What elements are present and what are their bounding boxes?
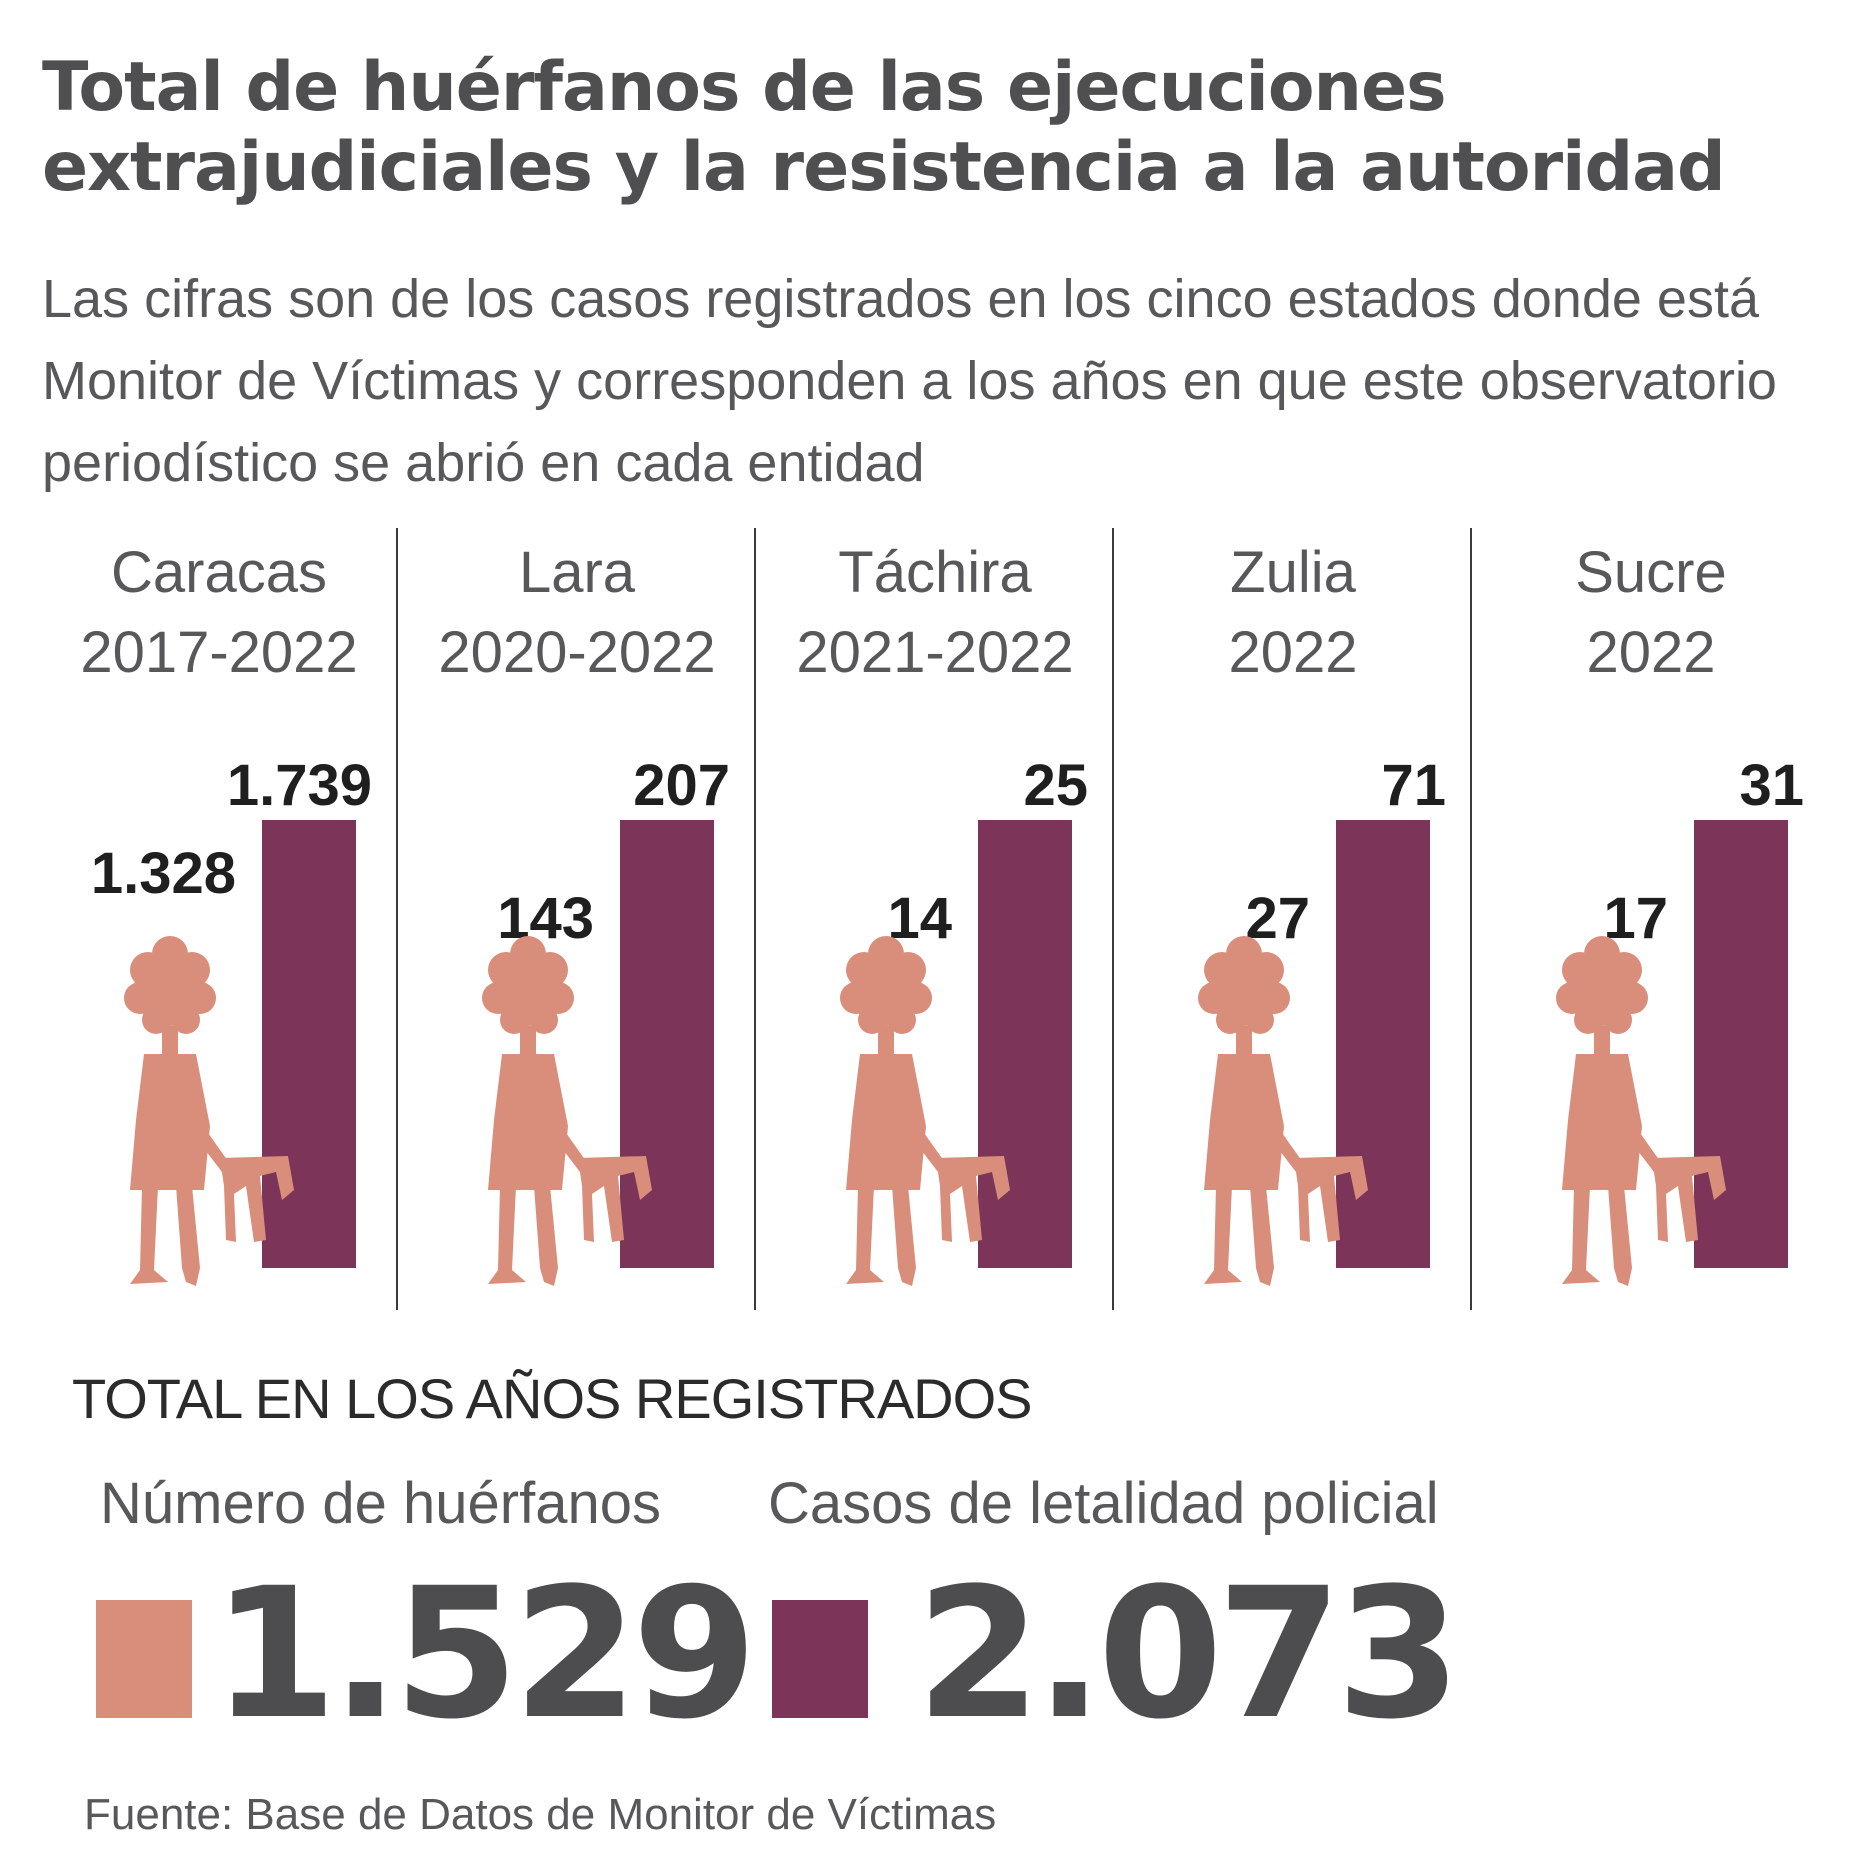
lethality-bar bbox=[262, 820, 356, 1268]
state-period: 2020-2022 bbox=[438, 620, 715, 685]
orphans-value-label: 143 bbox=[497, 886, 594, 951]
lethality-value-label: 1.739 bbox=[227, 753, 372, 818]
source-note: Fuente: Base de Datos de Monitor de Víct… bbox=[84, 1790, 997, 1839]
state-panel: Lara 2020-2022 207 143 bbox=[438, 540, 730, 1286]
state-panel: Zulia 2022 71 27 bbox=[1198, 540, 1446, 1286]
orphans-value-label: 17 bbox=[1603, 886, 1668, 951]
orphans-value-label: 1.328 bbox=[91, 841, 236, 906]
child-holding-doll-icon bbox=[1198, 936, 1368, 1286]
lethality-value-label: 31 bbox=[1739, 753, 1804, 818]
child-holding-doll-icon bbox=[124, 936, 294, 1286]
state-name: Sucre bbox=[1575, 540, 1727, 605]
chart-panels: Caracas 2017-2022 1.739 1.328 Lara 2020-2022 2… bbox=[80, 528, 1804, 1310]
chart-title: Total de huérfanos de las ejecuciones ex… bbox=[42, 48, 1726, 207]
lethality-bar bbox=[1336, 820, 1430, 1268]
state-name: Caracas bbox=[111, 540, 327, 605]
orphans-legend-swatch bbox=[96, 1600, 192, 1718]
orphans-value-label: 27 bbox=[1245, 886, 1310, 951]
orphans-value-label: 14 bbox=[887, 886, 952, 951]
lethality-value-label: 25 bbox=[1023, 753, 1088, 818]
lethality-bar bbox=[1694, 820, 1788, 1268]
state-period: 2022 bbox=[1228, 620, 1357, 685]
state-name: Lara bbox=[519, 540, 636, 605]
lethality-value-label: 71 bbox=[1381, 753, 1446, 818]
state-period: 2021-2022 bbox=[796, 620, 1073, 685]
lethality-total-label: Casos de letalidad policial bbox=[768, 1471, 1439, 1536]
state-name: Táchira bbox=[838, 540, 1032, 605]
orphans-total-label: Número de huérfanos bbox=[100, 1471, 661, 1536]
state-panel: Caracas 2017-2022 1.739 1.328 bbox=[80, 540, 372, 1286]
lethality-bar bbox=[978, 820, 1072, 1268]
lethality-total-value: 2.073 bbox=[916, 1550, 1461, 1759]
totals-heading: TOTAL EN LOS AÑOS REGISTRADOS bbox=[72, 1367, 1033, 1430]
state-period: 2022 bbox=[1586, 620, 1715, 685]
state-name: Zulia bbox=[1230, 540, 1356, 605]
child-holding-doll-icon bbox=[840, 936, 1010, 1286]
state-panel: Táchira 2021-2022 25 14 bbox=[796, 540, 1088, 1286]
state-panel: Sucre 2022 31 17 bbox=[1556, 540, 1804, 1286]
child-holding-doll-icon bbox=[1556, 936, 1726, 1286]
lethality-value-label: 207 bbox=[633, 753, 730, 818]
lethality-bar bbox=[620, 820, 714, 1268]
orphans-total-value: 1.529 bbox=[212, 1550, 757, 1759]
chart-subtitle: Las cifras son de los casos registrados … bbox=[42, 269, 1777, 493]
lethality-legend-swatch bbox=[772, 1600, 868, 1718]
child-holding-doll-icon bbox=[482, 936, 652, 1286]
state-period: 2017-2022 bbox=[80, 620, 357, 685]
